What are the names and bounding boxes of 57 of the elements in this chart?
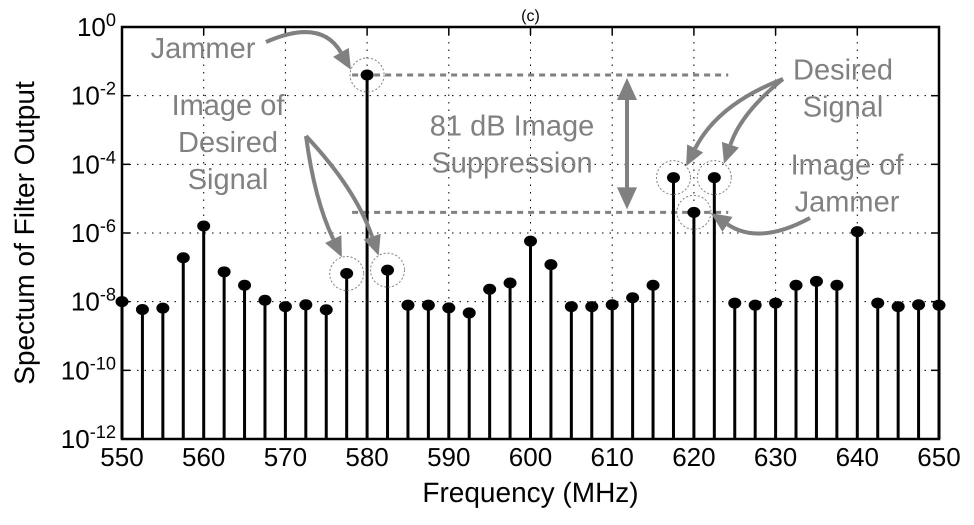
point bbox=[850, 226, 864, 238]
point bbox=[646, 280, 660, 291]
point bbox=[483, 284, 496, 295]
x-tick-label: 570 bbox=[264, 442, 308, 472]
point bbox=[442, 302, 456, 314]
point bbox=[218, 266, 231, 278]
point bbox=[892, 301, 905, 312]
point bbox=[238, 280, 252, 291]
point bbox=[830, 280, 844, 291]
y-axis-title: Spectum of Filter Output bbox=[9, 81, 40, 385]
y-tick-label: 10$^{-8}$ bbox=[70, 284, 116, 317]
annotation: Image of Desired Signal bbox=[172, 90, 286, 196]
y-tick-label: 10$^{-6}$ bbox=[70, 216, 116, 248]
point bbox=[810, 276, 823, 287]
x-tick-label: 600 bbox=[508, 442, 552, 472]
x-tick-label: 580 bbox=[345, 442, 389, 472]
point bbox=[176, 252, 190, 264]
x-tick-label: 650 bbox=[917, 442, 961, 472]
point bbox=[585, 301, 598, 312]
point bbox=[320, 304, 333, 316]
annotation: Jammer bbox=[150, 33, 256, 65]
point bbox=[606, 299, 619, 310]
x-tick-label: 640 bbox=[836, 442, 879, 472]
point bbox=[748, 300, 762, 311]
point bbox=[422, 300, 435, 311]
annotation: Image of Jammer bbox=[790, 150, 904, 218]
x-tick-label: 630 bbox=[754, 442, 798, 472]
point bbox=[278, 301, 292, 312]
point bbox=[544, 259, 558, 270]
point bbox=[156, 302, 170, 314]
x-tick-label: 560 bbox=[182, 442, 226, 472]
point bbox=[258, 294, 272, 306]
point bbox=[299, 299, 312, 310]
point bbox=[626, 292, 640, 304]
y-tick-label: 10$^{-2}$ bbox=[70, 78, 116, 111]
x-tick-label: 620 bbox=[672, 442, 716, 472]
point bbox=[136, 304, 149, 316]
point bbox=[790, 280, 803, 291]
point bbox=[401, 300, 414, 311]
point bbox=[504, 277, 517, 288]
y-tick-label: 10$^{-4}$ bbox=[70, 147, 116, 180]
point bbox=[871, 298, 884, 309]
point bbox=[728, 298, 742, 309]
y-tick-label: 10$^{-10}$ bbox=[60, 353, 116, 386]
point bbox=[462, 307, 476, 318]
point bbox=[524, 236, 537, 247]
y-tick-label: 10$^{0}$ bbox=[76, 10, 116, 42]
annotation: 81 dB Image Suppression bbox=[430, 110, 594, 180]
point bbox=[564, 301, 578, 312]
annotation: Desired Signal bbox=[793, 54, 893, 124]
point bbox=[912, 299, 926, 310]
x-axis-title: Frequency (MHz) bbox=[422, 477, 639, 508]
chart-title: (c) bbox=[521, 8, 540, 25]
x-tick-label: 590 bbox=[427, 442, 470, 472]
point bbox=[769, 298, 782, 309]
point bbox=[197, 220, 210, 232]
x-tick-label: 610 bbox=[590, 442, 634, 472]
